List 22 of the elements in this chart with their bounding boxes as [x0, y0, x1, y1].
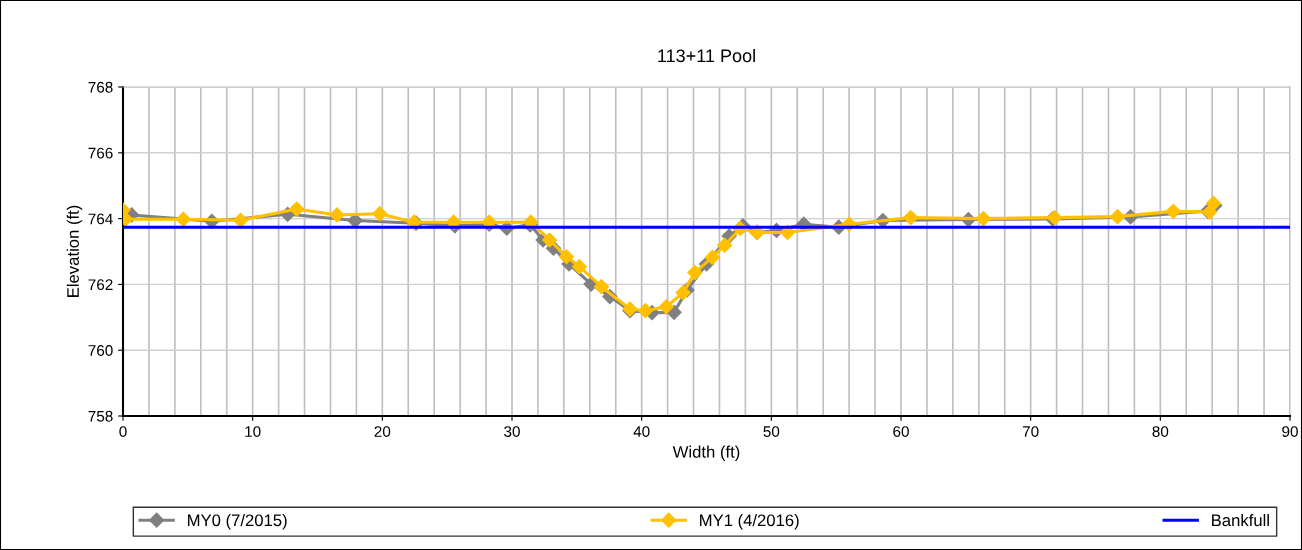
legend-label: MY0 (7/2015) — [188, 513, 287, 530]
x-tick-label: 70 — [1022, 426, 1039, 437]
x-tick-label: 20 — [374, 426, 391, 437]
legend-label: Bankfull — [1212, 513, 1269, 527]
y-tick-label: 766 — [88, 147, 113, 159]
y-tick-label: 768 — [88, 81, 113, 93]
x-tick-label: 10 — [245, 426, 261, 437]
y-tick-label: 764 — [88, 213, 113, 225]
y-tick-label: 762 — [88, 279, 113, 291]
chart-title: 113+11 Pool — [658, 48, 755, 63]
x-tick-label: 30 — [504, 426, 520, 437]
x-tick-label: 0 — [119, 426, 127, 437]
y-tick-label: 758 — [88, 410, 113, 422]
x-tick-label: 90 — [1282, 426, 1298, 437]
x-tick-label: 80 — [1152, 426, 1169, 437]
y-axis-title: Elevation (ft) — [66, 205, 83, 297]
x-axis-title: Width (ft) — [672, 445, 740, 462]
y-tick-label: 760 — [88, 345, 113, 356]
x-tick-label: 50 — [763, 426, 780, 437]
x-tick-label: 40 — [633, 426, 650, 437]
legend-label: MY1 (4/2016) — [700, 513, 799, 530]
x-tick-label: 60 — [893, 426, 909, 437]
